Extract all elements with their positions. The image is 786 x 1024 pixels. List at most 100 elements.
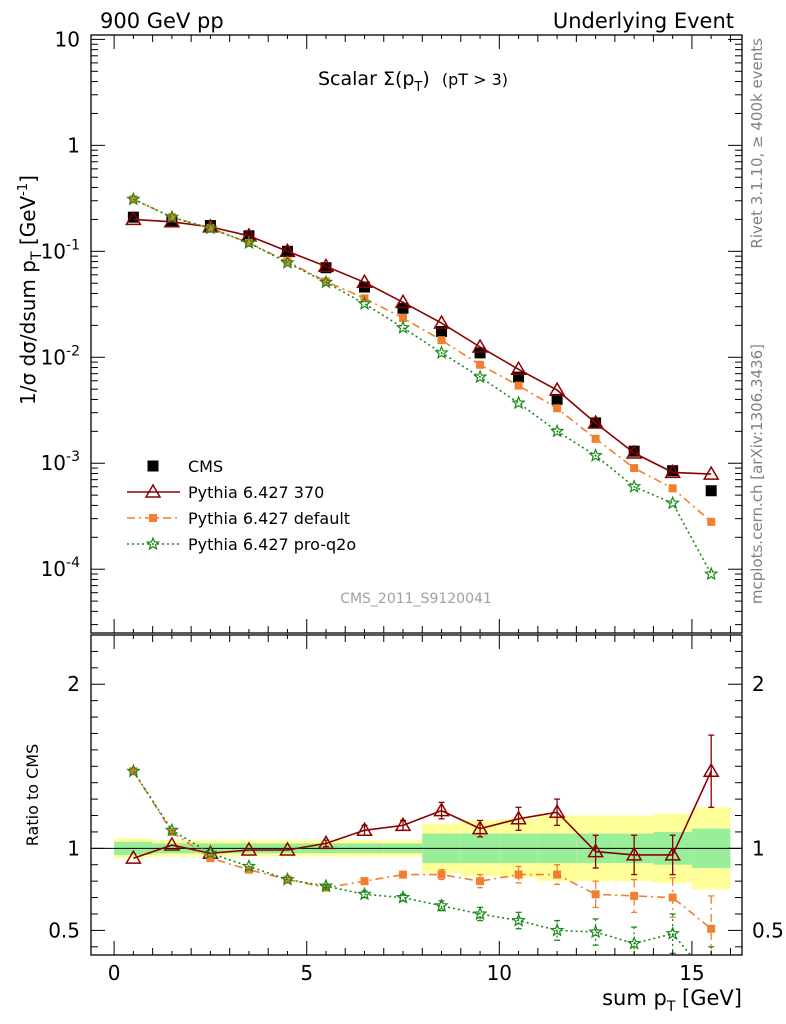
ratio-panel-xlabel: sum pT [GeV] bbox=[602, 986, 742, 1015]
ratio-point bbox=[626, 935, 642, 950]
ratio-point bbox=[702, 762, 720, 777]
ratio-point bbox=[206, 854, 215, 863]
ratio-point bbox=[356, 821, 373, 837]
main-panel-data bbox=[125, 191, 720, 581]
ratio-point bbox=[317, 834, 335, 850]
legend-entry: CMS bbox=[147, 457, 223, 476]
ratio-line bbox=[133, 770, 712, 859]
data-point bbox=[395, 320, 411, 334]
ratio-point bbox=[360, 877, 369, 886]
ratio-point bbox=[437, 870, 446, 879]
data-point bbox=[472, 369, 488, 384]
main-panel-frame bbox=[90, 34, 743, 634]
title-cut: (pT > 3) bbox=[442, 70, 508, 89]
ratio-point bbox=[511, 912, 526, 927]
ratio-point bbox=[630, 891, 639, 900]
ratio-panel-ticks bbox=[91, 635, 742, 955]
ratio-series-3 bbox=[126, 763, 715, 955]
series-line bbox=[133, 198, 712, 575]
y-tick-label: 10-3 bbox=[41, 449, 80, 475]
ratio-point bbox=[129, 767, 138, 776]
main-panel-ylabel: 1/σ dσ/dsum pT [GeV-1] bbox=[16, 175, 45, 405]
ratio-data bbox=[125, 734, 720, 955]
y-tick-label: 1 bbox=[67, 836, 80, 860]
ratio-point bbox=[472, 906, 488, 921]
y-tick-label: 1 bbox=[67, 133, 80, 157]
ratio-point bbox=[164, 822, 180, 837]
ratio-panel: 0 5 10 15 2 2 1 1 0.5 0.5 Ratio to CMS sum pT [Ge… bbox=[23, 634, 784, 1015]
data-point bbox=[126, 191, 141, 206]
series-line bbox=[133, 218, 712, 475]
x-tick-label: 5 bbox=[300, 961, 313, 985]
y-tick-label: 10-1 bbox=[41, 237, 80, 263]
title-subscript: T bbox=[413, 80, 422, 95]
data-point bbox=[625, 444, 643, 459]
rivet-version-label: Rivet 3.1.10, ≥ 400k events bbox=[748, 38, 766, 249]
data-point bbox=[437, 336, 446, 345]
xlabel-unit: [GeV] bbox=[675, 986, 742, 1010]
data-point bbox=[127, 211, 139, 223]
data-point bbox=[434, 345, 449, 360]
legend-label: Pythia 6.427 default bbox=[188, 509, 350, 528]
data-point bbox=[206, 224, 215, 233]
data-point bbox=[628, 445, 640, 457]
data-point bbox=[551, 393, 563, 405]
xlabel-text: sum p bbox=[602, 986, 667, 1010]
data-point bbox=[474, 347, 486, 359]
data-point bbox=[280, 255, 295, 269]
data-point bbox=[125, 210, 142, 226]
data-point bbox=[667, 465, 679, 477]
data-point bbox=[668, 484, 677, 493]
data-point bbox=[129, 195, 138, 204]
ratio-point bbox=[240, 841, 258, 856]
data-point bbox=[320, 262, 332, 274]
ratio-line bbox=[132, 770, 712, 930]
ratio-panel-frame bbox=[90, 634, 743, 956]
data-point bbox=[321, 277, 330, 286]
header-right-label: Underlying Event bbox=[553, 9, 734, 33]
data-point bbox=[705, 485, 717, 497]
legend-label: Pythia 6.427 pro-q2o bbox=[188, 535, 356, 554]
data-point bbox=[433, 314, 450, 329]
ratio-line bbox=[132, 770, 692, 955]
ylabel-sup: -1 bbox=[16, 183, 31, 196]
legend-marker bbox=[145, 536, 161, 551]
y-tick-label-right: 2 bbox=[752, 672, 765, 696]
legend-marker bbox=[149, 514, 157, 522]
ratio-point bbox=[471, 820, 489, 835]
x-tick-label: 15 bbox=[679, 961, 704, 985]
header-left-label: 900 GeV pp bbox=[100, 9, 224, 33]
data-point bbox=[626, 479, 642, 493]
ylabel-text: 1/σ dσ/dsum p bbox=[16, 260, 40, 405]
legend-marker bbox=[144, 483, 162, 498]
y-tick-label: 10-2 bbox=[41, 343, 80, 369]
ratio-point bbox=[241, 858, 257, 873]
data-point bbox=[553, 404, 562, 413]
legend: CMS Pythia 6.427 370 Pythia 6.427 default P… bbox=[127, 457, 356, 554]
ratio-point bbox=[587, 843, 604, 858]
data-point bbox=[318, 274, 334, 289]
ratio-point bbox=[588, 924, 603, 939]
data-point bbox=[476, 360, 485, 369]
ratio-point bbox=[279, 841, 296, 856]
ylabel-bracket: ] bbox=[16, 175, 40, 183]
data-point bbox=[630, 464, 639, 473]
ratio-point bbox=[318, 878, 334, 893]
ratio-panel-ylabel: Ratio to CMS bbox=[23, 744, 42, 846]
ratio-point bbox=[553, 870, 562, 879]
data-point bbox=[167, 213, 176, 222]
analysis-watermark: CMS_2011_S9120041 bbox=[340, 591, 492, 607]
series-1 bbox=[127, 211, 717, 497]
data-point bbox=[591, 434, 600, 443]
ratio-point bbox=[707, 924, 716, 933]
legend-entry: Pythia 6.427 default bbox=[127, 509, 350, 528]
data-point bbox=[514, 381, 523, 390]
data-point bbox=[399, 313, 408, 322]
data-point bbox=[164, 209, 180, 224]
data-point bbox=[397, 302, 409, 314]
data-point bbox=[587, 414, 604, 429]
data-point bbox=[394, 293, 412, 309]
legend-label: CMS bbox=[188, 457, 223, 476]
